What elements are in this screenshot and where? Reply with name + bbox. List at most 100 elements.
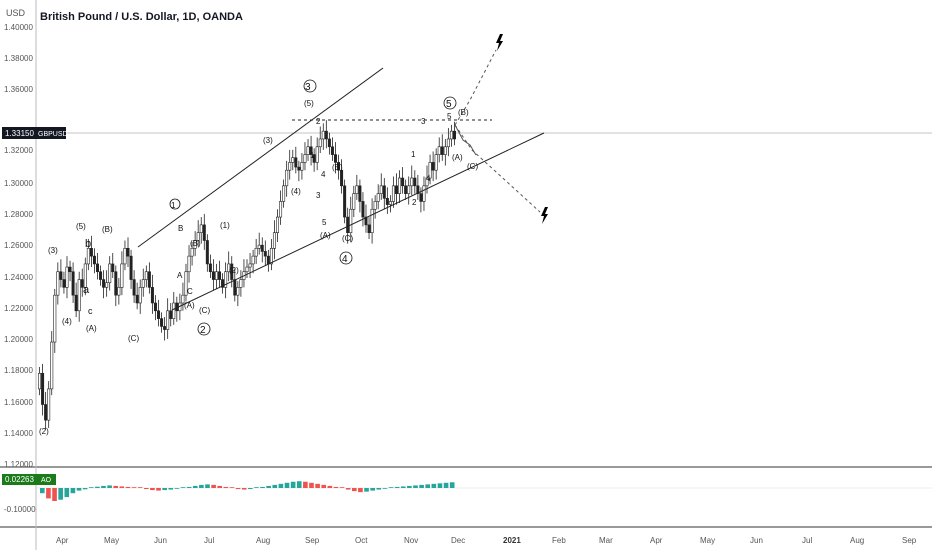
time-label: Nov bbox=[404, 536, 418, 545]
candle-body bbox=[163, 326, 167, 330]
candle-body bbox=[172, 302, 176, 319]
ao-bar bbox=[315, 483, 320, 488]
ao-bar bbox=[272, 484, 278, 488]
time-label: Jul bbox=[204, 536, 214, 545]
ao-bar bbox=[364, 488, 369, 492]
candle-body bbox=[251, 255, 255, 265]
candle-body bbox=[147, 271, 151, 288]
ao-bar bbox=[443, 482, 449, 488]
lightning-icon[interactable] bbox=[541, 207, 548, 224]
candle-body bbox=[269, 248, 273, 265]
price-axis[interactable]: 1.40000 1.38000 1.36000 1.32000 1.30000 … bbox=[4, 23, 33, 469]
lightning-icon[interactable] bbox=[496, 34, 503, 51]
wave-label: (C) bbox=[342, 234, 353, 243]
wave-circles bbox=[169, 79, 457, 336]
candle-body bbox=[214, 271, 218, 280]
ao-bar bbox=[235, 488, 241, 490]
price-tick: 1.20000 bbox=[4, 335, 33, 344]
ao-bar bbox=[437, 483, 443, 488]
candle-body bbox=[218, 271, 222, 280]
candle-body bbox=[62, 279, 66, 288]
time-label: Dec bbox=[451, 536, 465, 545]
candle-body bbox=[211, 271, 215, 280]
candle-body bbox=[437, 146, 441, 155]
ao-bar bbox=[419, 484, 424, 488]
price-tick: 1.12000 bbox=[4, 460, 33, 469]
wave-label: 1 bbox=[310, 151, 315, 160]
candle-body bbox=[59, 271, 63, 280]
candle-body bbox=[346, 216, 350, 233]
candle-body bbox=[184, 271, 188, 296]
candle-body bbox=[105, 282, 109, 288]
trendlines[interactable] bbox=[137, 49, 545, 311]
wave-projection-path bbox=[454, 124, 477, 156]
ao-bar bbox=[156, 488, 161, 491]
wave-label: 2 bbox=[200, 325, 206, 336]
candle-body bbox=[367, 224, 371, 233]
candle-body bbox=[315, 146, 319, 163]
ao-bar bbox=[376, 488, 382, 490]
ao-bar bbox=[449, 482, 455, 488]
wave-label: a bbox=[83, 284, 90, 296]
candle-body bbox=[181, 294, 185, 304]
ao-bar bbox=[296, 481, 302, 488]
ao-bar bbox=[248, 488, 253, 490]
lower-channel-line[interactable] bbox=[171, 132, 545, 311]
candle-body bbox=[449, 130, 453, 140]
candle-body bbox=[114, 271, 118, 296]
ao-bar bbox=[192, 485, 198, 488]
wave-label: C bbox=[187, 287, 193, 296]
time-label: Feb bbox=[552, 536, 566, 545]
candle-body bbox=[391, 185, 395, 202]
candle-body bbox=[38, 372, 42, 390]
candle-body bbox=[272, 232, 276, 249]
candle-body bbox=[89, 248, 93, 257]
upper-channel-line[interactable] bbox=[137, 67, 384, 248]
candle-body bbox=[126, 248, 130, 257]
ao-bar bbox=[333, 486, 339, 488]
candle-body bbox=[102, 279, 106, 288]
candle-body bbox=[260, 244, 264, 252]
candle-body bbox=[416, 185, 420, 194]
candle-body bbox=[74, 294, 78, 312]
wave-label: 4 bbox=[321, 170, 326, 179]
candle-body bbox=[202, 224, 206, 241]
ao-histogram bbox=[40, 481, 455, 501]
candle-body bbox=[86, 248, 90, 265]
ao-bar bbox=[70, 488, 76, 494]
time-label: Aug bbox=[850, 536, 864, 545]
wave-labels: (2) (3) (4) (5) b a c (A) (B) (C) 1 B A … bbox=[39, 82, 478, 436]
time-axis[interactable]: Apr May Jun Jul Aug Sep Oct Nov Dec 2021… bbox=[56, 536, 917, 545]
wave-label: 3 bbox=[421, 117, 426, 126]
bullish-projection bbox=[454, 49, 497, 126]
wave-label: B bbox=[178, 224, 183, 233]
candle-body bbox=[190, 248, 194, 257]
candle-body bbox=[135, 294, 139, 304]
wave-label: (A) bbox=[320, 231, 331, 240]
ao-bar bbox=[284, 482, 290, 488]
wave-label: c bbox=[88, 306, 93, 316]
candle-body bbox=[196, 232, 200, 241]
candle-body bbox=[166, 310, 170, 330]
candle-body bbox=[398, 177, 402, 194]
ao-bar bbox=[425, 484, 431, 488]
candle-body bbox=[68, 266, 72, 273]
candle-body bbox=[77, 279, 81, 312]
current-price-value: 1.33150 bbox=[5, 129, 34, 138]
current-price-symbol: GBPUSD bbox=[38, 131, 68, 138]
candle-body bbox=[355, 185, 359, 194]
ao-bar bbox=[186, 486, 192, 488]
candle-body bbox=[80, 279, 84, 288]
candle-body bbox=[230, 263, 234, 280]
candle-body bbox=[83, 263, 87, 288]
candle-body bbox=[236, 287, 240, 296]
wave-label: (C) bbox=[128, 334, 139, 343]
wave-circle bbox=[339, 251, 353, 265]
candle-body bbox=[108, 263, 112, 283]
ao-bar bbox=[352, 488, 357, 492]
candle-body bbox=[193, 240, 197, 249]
ao-value-badge bbox=[2, 474, 56, 485]
candle-body bbox=[352, 193, 356, 210]
wave-circle bbox=[197, 322, 211, 336]
